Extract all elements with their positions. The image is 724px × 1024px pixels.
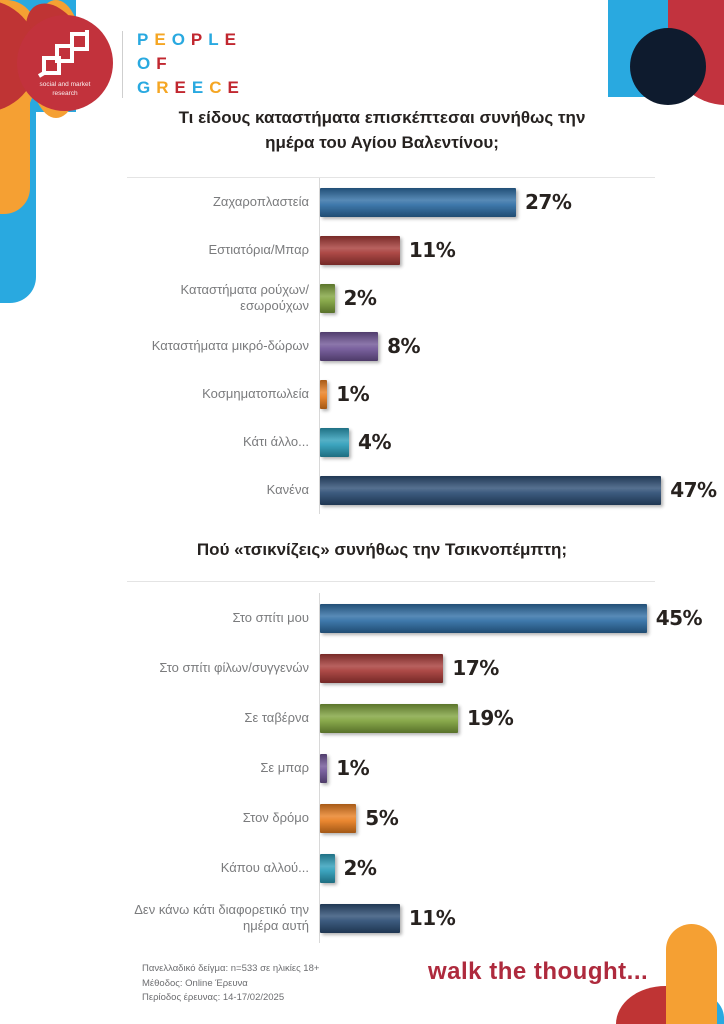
category-label: Στο σπίτι φίλων/συγγενών: [159, 660, 309, 676]
chart-row: Ζαχαροπλαστεία 27%: [123, 178, 683, 226]
chart2-title: Πού «τσικνίζεις» συνήθως την Τσικνοπέμπτ…: [196, 540, 568, 559]
logo-tagline: social and market research: [39, 80, 91, 97]
bar: [320, 753, 328, 783]
bar: [320, 703, 458, 733]
value-label: 11%: [408, 906, 456, 930]
separator-line-1: [127, 177, 655, 178]
value-label: 1%: [336, 756, 370, 780]
value-label: 19%: [466, 706, 514, 730]
category-label: Κοσμηματοπωλεία: [202, 386, 309, 402]
category-label: Κάτι άλλο...: [242, 434, 309, 450]
chart-row: Καταστήματα ρούχων/εσωρούχων 2%: [123, 274, 683, 322]
bar-zone: 19%: [319, 693, 683, 743]
brand-wordmark: PEOPLE OF GREECE: [137, 28, 245, 100]
bar: [320, 903, 400, 933]
category-label: Καταστήματα μικρό-δώρων: [151, 338, 309, 354]
methodology-line: Πανελλαδικό δείγμα: n=533 σε ηλικίες 18+: [142, 963, 320, 974]
chart-row: Σε μπαρ 1%: [123, 743, 683, 793]
slogan-text: walk the thought...: [428, 958, 649, 985]
brand-word: GREECE: [137, 78, 245, 98]
category-label: Εστιατόρια/Μπαρ: [208, 242, 309, 258]
category-label: Δεν κάνω κάτι διαφορετικό την ημέρα αυτή: [134, 902, 309, 933]
chart-row: Στον δρόμο 5%: [123, 793, 683, 843]
category-label: Σε μπαρ: [260, 760, 309, 776]
category-label: Ζαχαροπλαστεία: [212, 194, 309, 210]
chart-row: Εστιατόρια/Μπαρ 11%: [123, 226, 683, 274]
bar-zone: 1%: [319, 370, 683, 418]
value-label: 2%: [343, 856, 377, 880]
bar: [320, 235, 400, 265]
deco-topright-navy-circle: [630, 28, 706, 105]
value-label: 27%: [525, 190, 572, 214]
brand-word: OF: [137, 54, 173, 74]
separator-line-2: [127, 581, 655, 582]
category-label: Στο σπίτι μου: [232, 610, 309, 626]
chart-row: Κοσμηματοπωλεία 1%: [123, 370, 683, 418]
bar-zone: 5%: [319, 793, 683, 843]
bar-zone: 17%: [319, 643, 683, 693]
bar-zone: 45%: [319, 593, 703, 643]
value-label: 8%: [387, 334, 421, 358]
chart-row: Καταστήματα μικρό-δώρων 8%: [123, 322, 683, 370]
chart1-title: Τι είδους καταστήματα επισκέπτεσαι συνήθ…: [178, 108, 586, 152]
bar: [320, 427, 350, 457]
bar-zone: 11%: [319, 226, 683, 274]
chart-row: Δεν κάνω κάτι διαφορετικό την ημέρα αυτή…: [123, 893, 683, 943]
value-label: 47%: [670, 478, 717, 502]
chart-row: Στο σπίτι μου 45%: [123, 593, 703, 643]
deco-bottomright-red-quarter: [616, 986, 667, 1024]
category-label: Σε ταβέρνα: [244, 710, 309, 726]
bar: [320, 603, 647, 633]
methodology-line: Περίοδος έρευνας: 14-17/02/2025: [142, 992, 285, 1004]
chart1-valentines-stores: Ζαχαροπλαστεία 27% Εστιατόρια/Μπαρ 11% Κατασ…: [123, 178, 717, 514]
bar: [320, 331, 379, 361]
bar-zone: 11%: [319, 893, 683, 943]
bar: [320, 187, 517, 217]
category-label: Κανένα: [266, 482, 309, 498]
bar: [320, 803, 357, 833]
value-label: 45%: [655, 606, 703, 630]
chart-row: Κάτι άλλο... 4%: [123, 418, 683, 466]
bar-zone: 8%: [319, 322, 683, 370]
bar-zone: 47%: [319, 466, 717, 514]
bar: [320, 379, 328, 409]
bar-zone: 4%: [319, 418, 683, 466]
value-label: 2%: [343, 286, 377, 310]
bar: [320, 475, 662, 505]
chart-row: Κανένα 47%: [123, 466, 717, 514]
bar-zone: 2%: [319, 843, 683, 893]
ged-monogram-icon: [37, 29, 89, 78]
value-label: 11%: [408, 238, 456, 262]
bar-zone: 1%: [319, 743, 683, 793]
methodology-line: Μέθοδος: Online Έρευνα: [142, 977, 248, 989]
value-label: 5%: [365, 806, 399, 830]
bar: [320, 653, 444, 683]
chart-row: Κάπου αλλού... 2%: [123, 843, 683, 893]
bar: [320, 283, 335, 313]
chart2-tsiknopempti: Στο σπίτι μου 45% Στο σπίτι φίλων/συγγενών…: [123, 593, 703, 943]
chart-row: Σε ταβέρνα 19%: [123, 693, 683, 743]
category-label: Στον δρόμο: [242, 810, 309, 826]
ged-logo: social and market research: [17, 15, 113, 111]
value-label: 17%: [452, 656, 499, 680]
value-label: 4%: [358, 430, 391, 454]
value-label: 1%: [336, 382, 370, 406]
survey-methodology-notes: Πανελλαδικό δείγμα: n=533 σε ηλικίες 18+…: [142, 962, 319, 1006]
logo-divider: [122, 31, 123, 98]
bar-zone: 27%: [319, 178, 683, 226]
category-label: Κάπου αλλού...: [220, 860, 309, 876]
bar-zone: 2%: [319, 274, 683, 322]
deco-bottomright-orange-pill: [666, 924, 717, 1024]
category-label: Καταστήματα ρούχων/εσωρούχων: [180, 282, 309, 313]
brand-word: PEOPLE: [137, 30, 242, 49]
bar: [320, 853, 335, 883]
chart-row: Στο σπίτι φίλων/συγγενών 17%: [123, 643, 683, 693]
